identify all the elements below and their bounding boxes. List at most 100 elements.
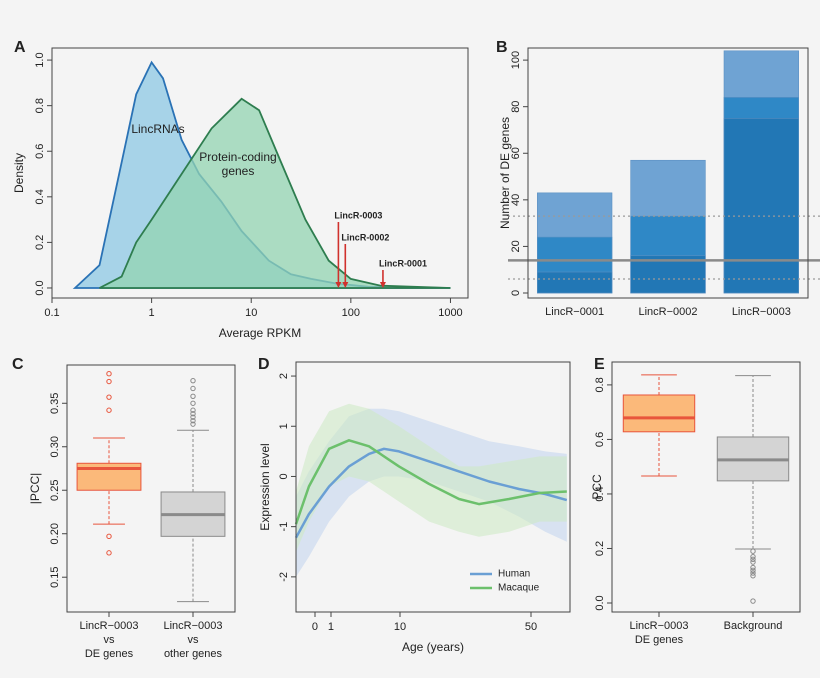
y-tick-label: 0 — [510, 290, 522, 296]
y-axis-label: Density — [12, 153, 26, 193]
outlier — [750, 567, 756, 573]
panel-letter: D — [258, 356, 270, 373]
x-tick-label: 1000 — [438, 307, 462, 319]
y-axis-label: |PCC| — [28, 473, 42, 505]
x-tick-label: 0.1 — [44, 307, 59, 319]
outlier — [190, 417, 196, 424]
series-label: LincRNAs — [131, 122, 185, 136]
outlier — [190, 411, 196, 417]
y-tick-label: 80 — [510, 101, 522, 113]
panel-letter: E — [594, 356, 605, 373]
x-tick-label: DE genes — [635, 634, 684, 646]
y-tick-label: 1 — [278, 423, 290, 429]
y-tick-label: 100 — [510, 51, 522, 69]
outlier — [190, 407, 196, 413]
outlier — [750, 570, 756, 576]
bar — [537, 271, 613, 294]
y-tick-label: 0.30 — [49, 436, 61, 457]
line — [294, 439, 567, 525]
outlier — [190, 377, 196, 384]
x-tick-label: LincR−0003 — [629, 620, 688, 632]
x-tick-label: LincR−0003 — [163, 620, 222, 632]
x-tick-label: other genes — [164, 648, 223, 660]
outlier — [750, 598, 756, 604]
x-tick-label: 0 — [312, 621, 318, 633]
outlier — [190, 421, 196, 427]
outlier — [106, 550, 112, 556]
plot-frame — [66, 364, 236, 613]
panel-letter: A — [14, 39, 26, 56]
line — [294, 447, 568, 539]
y-tick-label: 0.35 — [49, 393, 61, 414]
legend-label: Macaque — [498, 583, 540, 594]
outlier — [106, 394, 112, 400]
x-tick-label: LincR−0003 — [732, 306, 791, 318]
outlier — [106, 370, 112, 377]
panel-letter: C — [12, 356, 24, 373]
y-tick-label: 2 — [278, 373, 290, 379]
bar — [723, 118, 799, 294]
y-tick-label: 60 — [510, 147, 522, 159]
series-label: Protein-coding genes — [199, 150, 277, 178]
outlier — [190, 414, 196, 420]
x-tick-label: vs — [104, 634, 116, 646]
plot-frame — [611, 361, 801, 613]
outlier — [750, 553, 756, 560]
x-tick-label: 50 — [525, 621, 537, 633]
x-tick-label: DE genes — [85, 648, 134, 660]
annotation-label: LincR-0003 — [334, 210, 382, 220]
y-tick-label: 0.2 — [34, 235, 46, 250]
y-tick-label: 0.6 — [34, 144, 46, 159]
outlier — [190, 385, 196, 392]
x-tick-label: 10 — [245, 307, 257, 319]
arrow-head — [379, 281, 386, 288]
y-tick-label: 0.20 — [49, 523, 61, 544]
y-axis-label: Number of DE genes — [498, 117, 512, 229]
y-tick-label: 0.0 — [34, 280, 46, 295]
outlier — [106, 533, 112, 540]
annotation-label: LincR-0002 — [341, 232, 389, 242]
y-tick-label: 1.0 — [34, 52, 46, 67]
x-tick-label: LincR−0001 — [545, 306, 604, 318]
arrow-head — [335, 281, 342, 288]
outlier — [750, 556, 756, 563]
density-area — [99, 97, 451, 289]
y-tick-label: -2 — [278, 572, 290, 582]
outlier — [750, 559, 756, 565]
y-tick-label: 20 — [510, 240, 522, 252]
y-tick-label: 0.6 — [594, 432, 606, 447]
y-tick-label: 0.2 — [594, 541, 606, 556]
outlier — [190, 393, 196, 400]
y-tick-label: 0 — [278, 473, 290, 479]
outlier — [106, 378, 112, 385]
plot-frame — [295, 361, 571, 613]
y-tick-label: 40 — [510, 194, 522, 206]
x-axis-label: Age (years) — [402, 640, 464, 654]
outlier — [190, 400, 196, 406]
plot-frame — [51, 47, 469, 299]
y-axis-label: Expression level — [258, 443, 272, 530]
series-label-box: LincRNAs — [131, 122, 185, 136]
y-tick-label: 0.15 — [49, 567, 61, 588]
y-tick-label: 0.25 — [49, 480, 61, 501]
plot-frame — [527, 47, 809, 299]
outlier — [750, 573, 756, 579]
outlier — [106, 407, 112, 413]
box — [622, 394, 696, 433]
x-tick-label: vs — [188, 634, 200, 646]
confidence-band — [296, 403, 567, 552]
x-tick-label: 1 — [149, 307, 155, 319]
x-tick-label: 10 — [394, 621, 406, 633]
y-tick-label: 0.0 — [594, 595, 606, 610]
outlier — [750, 548, 756, 554]
x-tick-label: 1 — [328, 621, 334, 633]
x-tick-label: LincR−0003 — [79, 620, 138, 632]
bar — [630, 255, 706, 294]
annotation-label: LincR-0001 — [379, 258, 427, 268]
y-tick-label: 0.8 — [34, 98, 46, 113]
y-tick-label: 0.8 — [594, 377, 606, 392]
y-tick-label: 0.4 — [594, 486, 606, 501]
x-tick-label: LincR−0002 — [638, 306, 697, 318]
arrow-head — [342, 281, 349, 288]
